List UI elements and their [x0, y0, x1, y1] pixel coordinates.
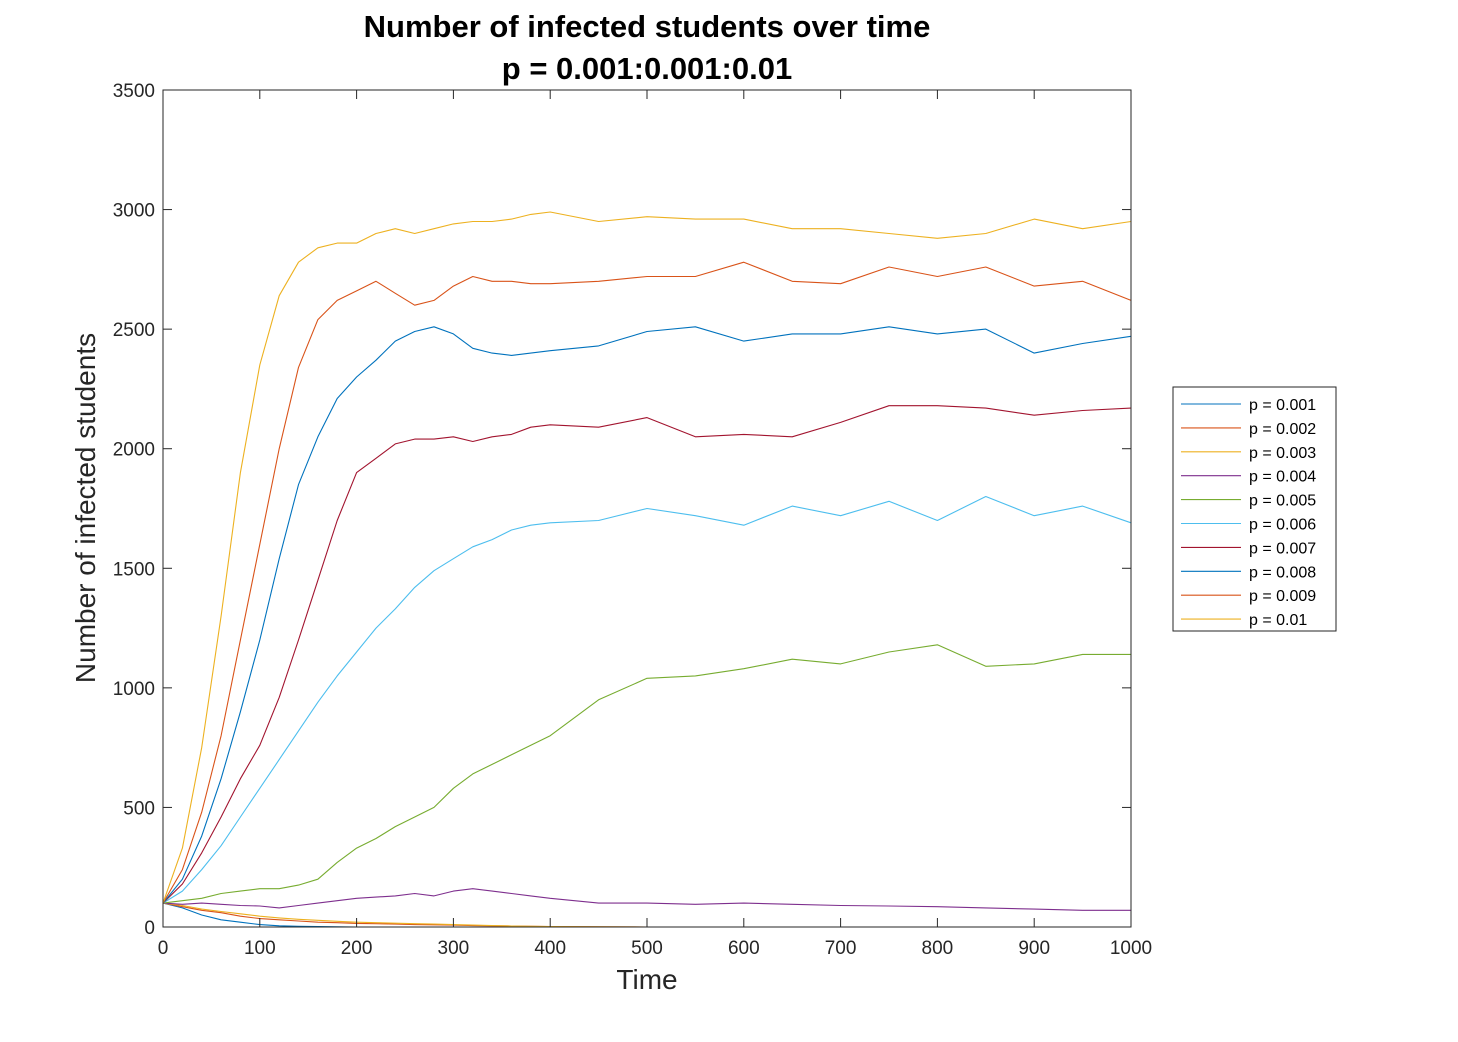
- plot-lines: [162, 211, 1132, 928]
- legend-label: p = 0.001: [1249, 397, 1316, 414]
- x-tick-label: 300: [438, 938, 470, 959]
- legend: p = 0.001 p = 0.002 p = 0.003 p = 0.004 p = …: [1172, 386, 1337, 632]
- legend-label: p = 0.002: [1249, 421, 1316, 438]
- x-tick-label: 800: [922, 938, 954, 959]
- series-line-10: [162, 211, 1132, 904]
- y-tick-label: 1500: [113, 559, 155, 580]
- series-line-7: [162, 405, 1132, 904]
- x-tick-label: 0: [158, 938, 169, 959]
- legend-label: p = 0.004: [1249, 469, 1316, 486]
- x-tick-label: 600: [728, 938, 760, 959]
- chart-subtitle: p = 0.001:0.001:0.01: [502, 51, 792, 86]
- legend-label: p = 0.003: [1249, 445, 1316, 462]
- x-tick-label: 900: [1018, 938, 1050, 959]
- series-line-5: [162, 644, 1131, 904]
- legend-label: p = 0.005: [1249, 493, 1316, 510]
- x-tick-label: 1000: [1110, 938, 1152, 959]
- x-tick-label: 400: [534, 938, 566, 959]
- series-line-9: [162, 261, 1132, 904]
- x-tick-label: 100: [244, 938, 276, 959]
- y-tick-label: 500: [123, 798, 155, 819]
- x-tick-label: 700: [825, 938, 857, 959]
- y-tick-label: 0: [144, 918, 155, 939]
- y-axis-label: Number of infected students: [70, 333, 101, 683]
- y-tick-label: 1000: [113, 679, 155, 700]
- x-tick-label: 200: [341, 938, 373, 959]
- legend-label: p = 0.009: [1249, 588, 1316, 605]
- x-tick-label: 500: [631, 938, 663, 959]
- series-line-8: [162, 326, 1132, 904]
- y-tick-label: 3500: [113, 81, 155, 102]
- legend-label: p = 0.007: [1249, 540, 1316, 557]
- series-line-4: [162, 888, 1131, 911]
- y-axis-ticks: 0 500 1000 1500 2000 2500 3000 3500: [113, 81, 1131, 939]
- chart-title: Number of infected students over time: [364, 9, 931, 44]
- y-tick-label: 3000: [113, 201, 155, 222]
- legend-label: p = 0.008: [1249, 564, 1316, 581]
- legend-label: p = 0.01: [1249, 612, 1307, 629]
- x-axis-ticks: 0 100 200 300 400 500 600 700 800 900 1000: [158, 90, 1152, 959]
- series-line-6: [162, 495, 1132, 904]
- y-tick-label: 2000: [113, 440, 155, 461]
- y-tick-label: 2500: [113, 320, 155, 341]
- legend-label: p = 0.006: [1249, 517, 1316, 534]
- x-axis-label: Time: [616, 964, 677, 995]
